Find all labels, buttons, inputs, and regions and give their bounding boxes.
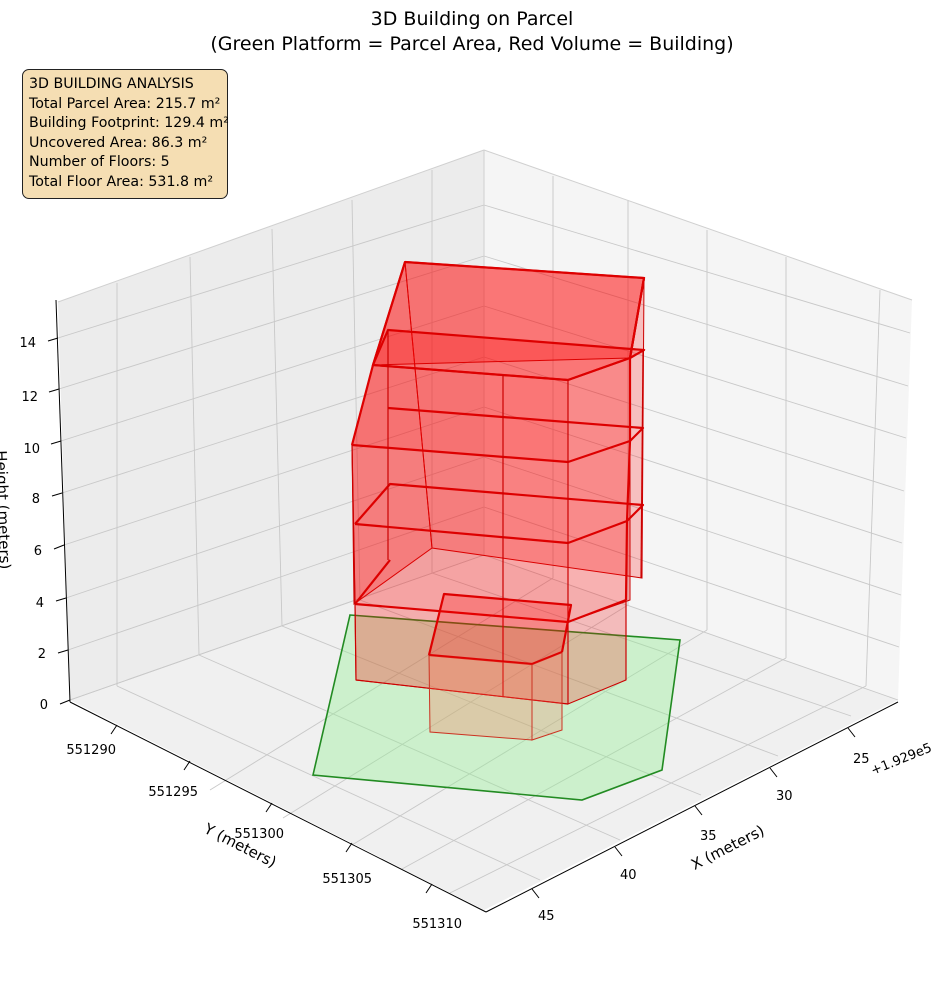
x-tick: 25 [853, 752, 870, 767]
grid-lines [57, 170, 911, 894]
info-line-parcel-area: Total Parcel Area: 215.7 m² [29, 95, 221, 112]
building-back-faces [351, 261, 645, 605]
x-tick: 35 [700, 829, 717, 844]
info-line-floors: Number of Floors: 5 [29, 154, 170, 170]
x-tick: 40 [620, 868, 637, 883]
y-tick: 551290 [66, 743, 116, 758]
z-tick: 8 [32, 492, 40, 507]
z-tick: 4 [36, 596, 44, 611]
z-axis: 0 2 4 6 8 10 12 14 Height (meters) [0, 299, 71, 713]
left-back-pane [58, 150, 484, 700]
info-line-uncovered: Uncovered Area: 86.3 m² [29, 134, 208, 151]
floor-pane [70, 555, 898, 910]
y-tick: 551310 [412, 917, 462, 932]
y-tick: 551300 [234, 827, 284, 842]
chart-subtitle: (Green Platform = Parcel Area, Red Volum… [210, 33, 733, 55]
y-tick: 551305 [322, 872, 372, 887]
z-tick: 10 [23, 442, 40, 457]
building-annex [428, 593, 572, 741]
info-heading: 3D BUILDING ANALYSIS [29, 76, 194, 92]
info-line-floor-area: Total Floor Area: 531.8 m² [29, 173, 214, 190]
z-tick: 14 [19, 336, 36, 351]
x-offset-label: +1.929e5 [869, 741, 934, 779]
z-tick: 2 [38, 647, 46, 662]
info-box: 3D BUILDING ANALYSIS Total Parcel Area: … [22, 69, 229, 199]
building-edges [351, 330, 644, 705]
info-line-footprint: Building Footprint: 129.4 m² [29, 115, 229, 131]
z-tick: 6 [34, 544, 42, 559]
z-tick: 0 [40, 698, 48, 713]
y-tick: 551295 [148, 785, 198, 800]
x-tick: 30 [776, 789, 793, 804]
parcel-platform [312, 614, 681, 801]
x-tick: 45 [538, 909, 555, 924]
z-tick: 12 [21, 390, 38, 405]
chart-title: 3D Building on Parcel [371, 8, 574, 30]
pane-edges [57, 149, 913, 555]
z-axis-label: Height (meters) [0, 450, 14, 570]
